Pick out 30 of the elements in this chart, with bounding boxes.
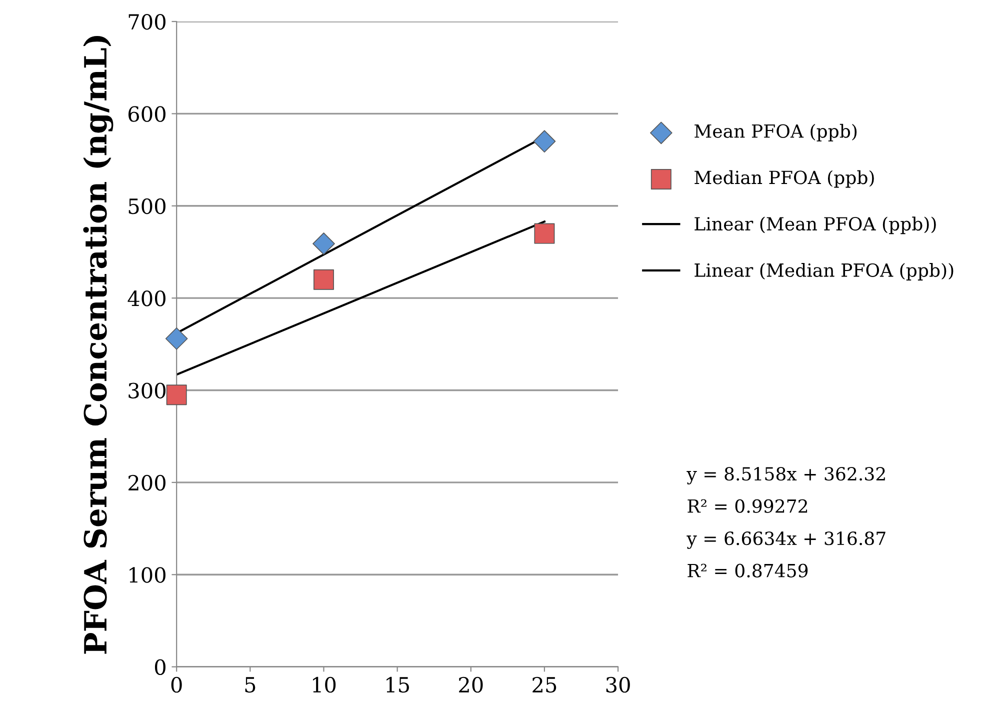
text: y = 6.6634x + 316.87 <box>686 532 886 549</box>
y-tick-label: 700 <box>128 14 166 30</box>
x-tick-label: 15 <box>386 676 409 693</box>
legend-label: Median PFOA (ppb) <box>694 170 874 188</box>
point <box>534 223 555 244</box>
text: R² = 0.99272 <box>688 499 808 513</box>
legend-label: Linear (Mean PFOA (ppb)) <box>694 216 936 234</box>
point <box>312 232 335 255</box>
point <box>313 269 334 290</box>
y-tick-label: 300 <box>128 382 166 398</box>
point <box>165 327 188 350</box>
y-tick-label: 600 <box>128 106 166 122</box>
x-tick-label: 10 <box>313 676 336 693</box>
y-tick-label: 0 <box>154 659 166 676</box>
text: y = 8.5158x + 362.32 <box>686 466 885 484</box>
y-tick-label: 500 <box>128 198 166 214</box>
y-tick-label: 200 <box>128 474 166 491</box>
point <box>533 130 556 153</box>
x-tick-label: 5 <box>245 677 256 693</box>
legend-label: Mean PFOA (ppb) <box>694 124 857 142</box>
point <box>166 384 187 406</box>
x-tick-label: 25 <box>532 676 556 693</box>
legend-label: Linear (Median PFOA (ppb)) <box>694 263 954 280</box>
x-tick-label: 20 <box>459 676 483 693</box>
x-tick-label: 30 <box>606 676 630 693</box>
y-axis-title: PFOA Serum Concentration (ng/mL) <box>83 36 114 654</box>
y-tick-label: 400 <box>128 290 166 306</box>
x-tick-label: 0 <box>171 676 182 693</box>
y-tick-label: 100 <box>130 567 166 583</box>
text: R² = 0.87459 <box>688 564 808 578</box>
